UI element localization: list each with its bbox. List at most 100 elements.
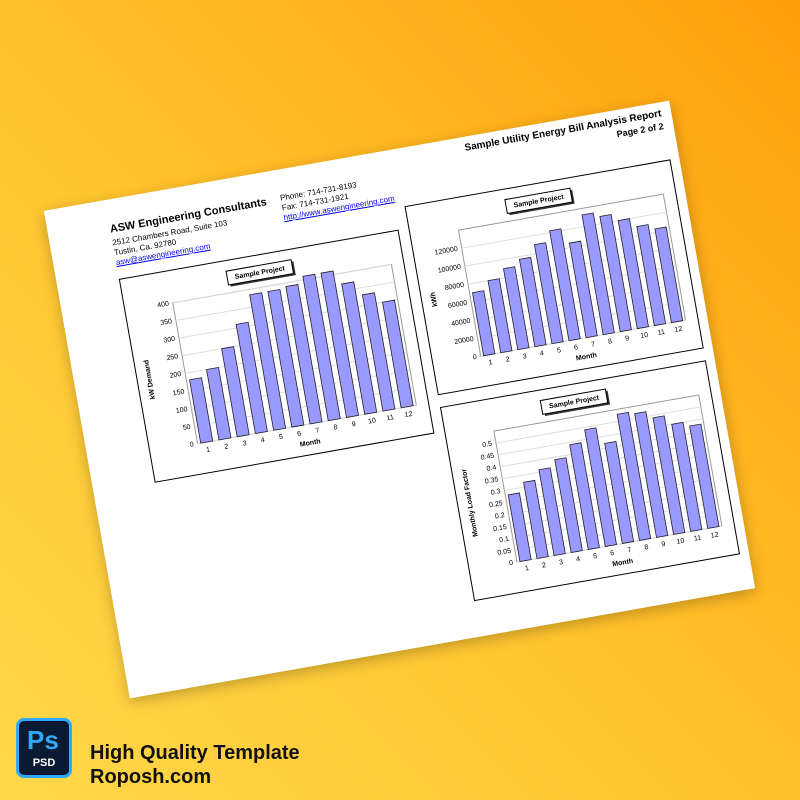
grid-line bbox=[185, 334, 404, 374]
bar bbox=[249, 292, 287, 431]
grid-line bbox=[504, 454, 710, 492]
grid-line bbox=[516, 525, 722, 563]
grid-line bbox=[502, 442, 708, 480]
y-tick-label: 0.4 bbox=[486, 464, 497, 473]
bar bbox=[285, 284, 323, 425]
x-axis-label: Month bbox=[299, 438, 321, 449]
x-tick-label: 3 bbox=[242, 440, 247, 448]
x-tick-label: 6 bbox=[610, 550, 615, 558]
bar bbox=[382, 299, 414, 409]
bar bbox=[689, 423, 720, 529]
y-tick-label: 350 bbox=[160, 318, 173, 327]
x-tick-label: 7 bbox=[591, 341, 596, 349]
title-box bbox=[504, 187, 573, 215]
x-tick-label: 2 bbox=[224, 443, 229, 451]
title-box bbox=[539, 388, 609, 415]
bar bbox=[634, 411, 669, 538]
y-axis-label: kW Demand bbox=[143, 359, 157, 400]
x-tick-label: 8 bbox=[333, 424, 338, 432]
x-tick-label: 9 bbox=[661, 541, 666, 549]
grid-line bbox=[495, 406, 701, 444]
footer-line: High Quality Template bbox=[90, 742, 300, 764]
x-tick-label: 5 bbox=[279, 434, 284, 442]
y-tick-label: 300 bbox=[163, 336, 176, 345]
x-tick-label: 3 bbox=[559, 559, 564, 567]
y-tick-label: 0 bbox=[472, 354, 477, 362]
y-tick-label: 400 bbox=[157, 300, 170, 309]
y-tick-label: 0.3 bbox=[490, 488, 501, 497]
footer-line: Roposh.com bbox=[90, 766, 212, 788]
bar bbox=[472, 290, 496, 357]
grid-line bbox=[512, 501, 718, 539]
bar bbox=[487, 278, 513, 354]
x-tick-label: 2 bbox=[542, 562, 547, 570]
y-tick-label: 0 bbox=[509, 560, 514, 568]
bar bbox=[538, 467, 566, 556]
bar bbox=[568, 240, 598, 339]
x-tick-label: 11 bbox=[694, 535, 702, 543]
bar bbox=[599, 213, 632, 333]
badge-text: Ps bbox=[27, 725, 59, 755]
bar bbox=[361, 292, 396, 412]
bar bbox=[189, 377, 214, 444]
bar bbox=[302, 273, 341, 422]
y-tick-label: 0.25 bbox=[489, 500, 504, 509]
grid-line bbox=[514, 513, 720, 551]
x-tick-label: 10 bbox=[640, 332, 649, 340]
badge-sub: PSD bbox=[32, 757, 56, 769]
bar bbox=[507, 492, 532, 563]
grid-line bbox=[178, 299, 398, 339]
y-tick-label: 50 bbox=[182, 424, 191, 432]
bar bbox=[554, 457, 583, 553]
ps-badge: Ps PSD bbox=[16, 718, 72, 778]
x-tick-label: 11 bbox=[657, 329, 665, 337]
y-tick-label: 0.45 bbox=[480, 452, 495, 461]
bar bbox=[636, 224, 667, 327]
grid-line bbox=[461, 211, 667, 249]
grid-line bbox=[197, 404, 417, 445]
x-tick-label: 12 bbox=[404, 411, 413, 419]
bar bbox=[235, 321, 268, 435]
x-tick-label: 9 bbox=[351, 421, 356, 429]
grid-line bbox=[467, 247, 673, 285]
grid-line bbox=[172, 263, 392, 304]
x-tick-label: 6 bbox=[574, 344, 579, 352]
x-tick-label: 7 bbox=[627, 547, 632, 555]
y-tick-label: 0.2 bbox=[495, 512, 506, 521]
grid-line bbox=[477, 301, 683, 339]
x-axis-label: Month bbox=[612, 558, 634, 569]
y-tick-label: 0.15 bbox=[493, 524, 508, 533]
grid-line bbox=[508, 477, 714, 515]
x-tick-label: 10 bbox=[676, 538, 685, 546]
y-axis-label: Monthly Load Factor bbox=[461, 468, 480, 537]
x-tick-label: 5 bbox=[593, 553, 598, 561]
bar bbox=[584, 427, 617, 547]
bar bbox=[604, 441, 635, 544]
y-axis-label: kWh bbox=[430, 292, 439, 308]
bar bbox=[267, 288, 305, 428]
bar bbox=[533, 242, 564, 345]
x-tick-label: 12 bbox=[674, 326, 683, 334]
x-tick-label: 8 bbox=[644, 544, 649, 552]
x-tick-label: 5 bbox=[556, 347, 561, 355]
x-tick-label: 12 bbox=[710, 532, 719, 540]
grid-line bbox=[506, 465, 712, 504]
bar bbox=[616, 411, 652, 541]
y-tick-label: 0.05 bbox=[497, 548, 512, 557]
bar bbox=[617, 218, 649, 330]
x-tick-label: 4 bbox=[576, 556, 581, 564]
grid-line bbox=[500, 430, 706, 468]
y-tick-label: 0.5 bbox=[482, 441, 493, 450]
x-tick-label: 3 bbox=[522, 353, 527, 361]
bar bbox=[652, 415, 686, 535]
y-tick-label: 0.1 bbox=[499, 536, 510, 545]
y-tick-label: 60000 bbox=[448, 300, 468, 310]
chart-frame: 0 50 100 150 200 250 300 350 400 1 2 3 4 5 6 7 8 9 10 11 12 M… bbox=[118, 229, 435, 483]
y-tick-label: 0.35 bbox=[484, 476, 499, 485]
x-tick-label: 1 bbox=[206, 447, 211, 455]
bar bbox=[581, 212, 615, 336]
y-tick-label: 0 bbox=[189, 441, 194, 449]
grid-line bbox=[510, 489, 716, 527]
